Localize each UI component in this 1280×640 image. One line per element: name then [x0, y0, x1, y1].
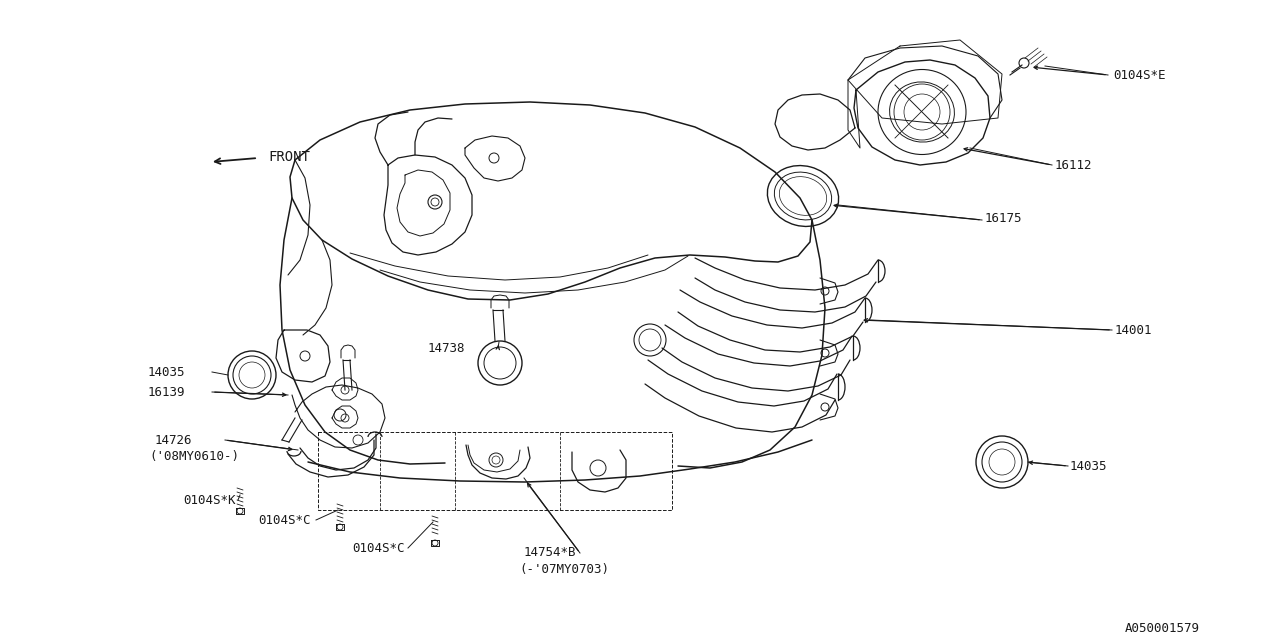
Text: ('08MY0610-): ('08MY0610-)	[148, 449, 239, 463]
Text: 0104S*C: 0104S*C	[259, 513, 311, 527]
Text: 14726: 14726	[155, 433, 192, 447]
Text: A050001579: A050001579	[1125, 621, 1201, 634]
Text: 16139: 16139	[148, 385, 186, 399]
Text: 14035: 14035	[148, 365, 186, 378]
Text: FRONT: FRONT	[268, 150, 310, 164]
Text: 14001: 14001	[1115, 323, 1152, 337]
Text: 0104S*E: 0104S*E	[1114, 68, 1166, 81]
Text: 0104S*K: 0104S*K	[183, 493, 236, 506]
Text: 16112: 16112	[1055, 159, 1093, 172]
Text: (-'07MY0703): (-'07MY0703)	[518, 563, 609, 575]
Text: 14035: 14035	[1070, 460, 1107, 472]
Text: 16175: 16175	[986, 211, 1023, 225]
Text: 14738: 14738	[428, 342, 466, 355]
Text: 0104S*C: 0104S*C	[352, 541, 404, 554]
Text: 14754*B: 14754*B	[524, 547, 576, 559]
